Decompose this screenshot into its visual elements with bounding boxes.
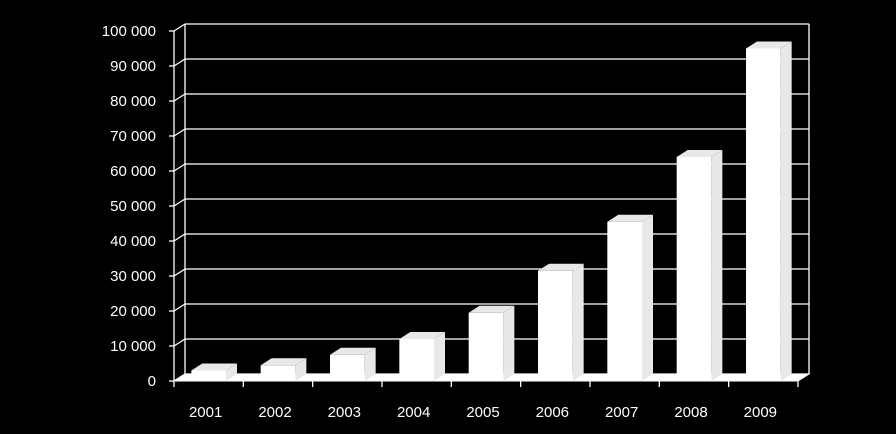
bar-front <box>538 270 573 381</box>
bar-front <box>399 339 434 381</box>
gridline-side <box>173 198 186 207</box>
bar-2003 <box>330 347 376 381</box>
bar-front <box>330 354 365 381</box>
bar-front <box>468 312 504 381</box>
bar-2001 <box>191 363 237 381</box>
y-tick-label: 40 000 <box>110 233 156 250</box>
y-tick-label: 50 000 <box>110 198 156 215</box>
bar-2009 <box>746 41 792 381</box>
x-tick-label: 2006 <box>536 404 569 421</box>
bar-side <box>226 363 237 381</box>
bar-2007 <box>607 214 653 381</box>
bar-side <box>364 347 376 381</box>
bar-2002 <box>260 358 307 381</box>
gridline-side <box>173 58 186 67</box>
bar-top <box>538 263 584 271</box>
bar-front <box>676 157 712 381</box>
bar-top <box>607 214 653 222</box>
bar-side <box>780 41 792 381</box>
y-tick-label: 10 000 <box>110 338 156 355</box>
bar-top <box>676 150 723 157</box>
x-tick-label: 2005 <box>466 404 499 421</box>
y-tick-label: 100 000 <box>102 23 156 40</box>
bar-top <box>330 347 376 355</box>
gridline-side <box>173 163 186 172</box>
bar-side <box>572 263 584 381</box>
x-tick-label: 2002 <box>258 404 291 421</box>
gridline-side <box>173 128 186 137</box>
bar-top <box>468 305 515 313</box>
bar-side <box>434 332 445 381</box>
gridline-side <box>173 268 186 277</box>
bar-side <box>503 305 515 381</box>
bar-front <box>191 370 226 381</box>
y-tick-label: 90 000 <box>110 58 156 75</box>
y-tick-label: 80 000 <box>110 93 156 110</box>
bar-2006 <box>538 263 584 381</box>
bar-2008 <box>676 150 723 381</box>
bars <box>191 41 792 381</box>
bar-side <box>711 150 723 381</box>
y-tick-label: 30 000 <box>110 268 156 285</box>
bar-top <box>191 363 237 371</box>
x-tick-label: 2007 <box>605 404 638 421</box>
bar-side <box>642 214 653 381</box>
gridline-side <box>173 338 186 347</box>
gridline-side <box>173 23 186 32</box>
gridline-side <box>173 233 186 242</box>
bar-side <box>295 358 307 381</box>
bar-front <box>607 221 642 381</box>
bar-top <box>746 41 792 49</box>
gridline-side <box>173 303 186 312</box>
y-tick-label: 60 000 <box>110 163 156 180</box>
y-tick-label: 70 000 <box>110 128 156 145</box>
bar-2005 <box>468 305 515 381</box>
x-tick-label: 2003 <box>328 404 361 421</box>
x-tick-label: 2004 <box>397 404 430 421</box>
x-tick-label: 2001 <box>189 404 222 421</box>
y-axis-tick-labels: 0 10 000 20 000 30 000 40 000 50 000 60 000 70 … <box>102 23 156 390</box>
y-tick-label: 20 000 <box>110 303 156 320</box>
gridline-side <box>173 93 186 102</box>
x-tick-label: 2009 <box>744 404 777 421</box>
bar-top <box>399 332 445 339</box>
bar-front <box>746 48 781 381</box>
x-tick-label: 2008 <box>674 404 707 421</box>
y-tick-label: 0 <box>148 373 156 390</box>
bar-front <box>260 365 296 381</box>
bar-top <box>260 358 307 366</box>
bar-2004 <box>399 332 445 381</box>
x-axis-tick-labels: 2001 2002 2003 2004 2005 2006 2007 2008 2009 <box>189 404 777 421</box>
